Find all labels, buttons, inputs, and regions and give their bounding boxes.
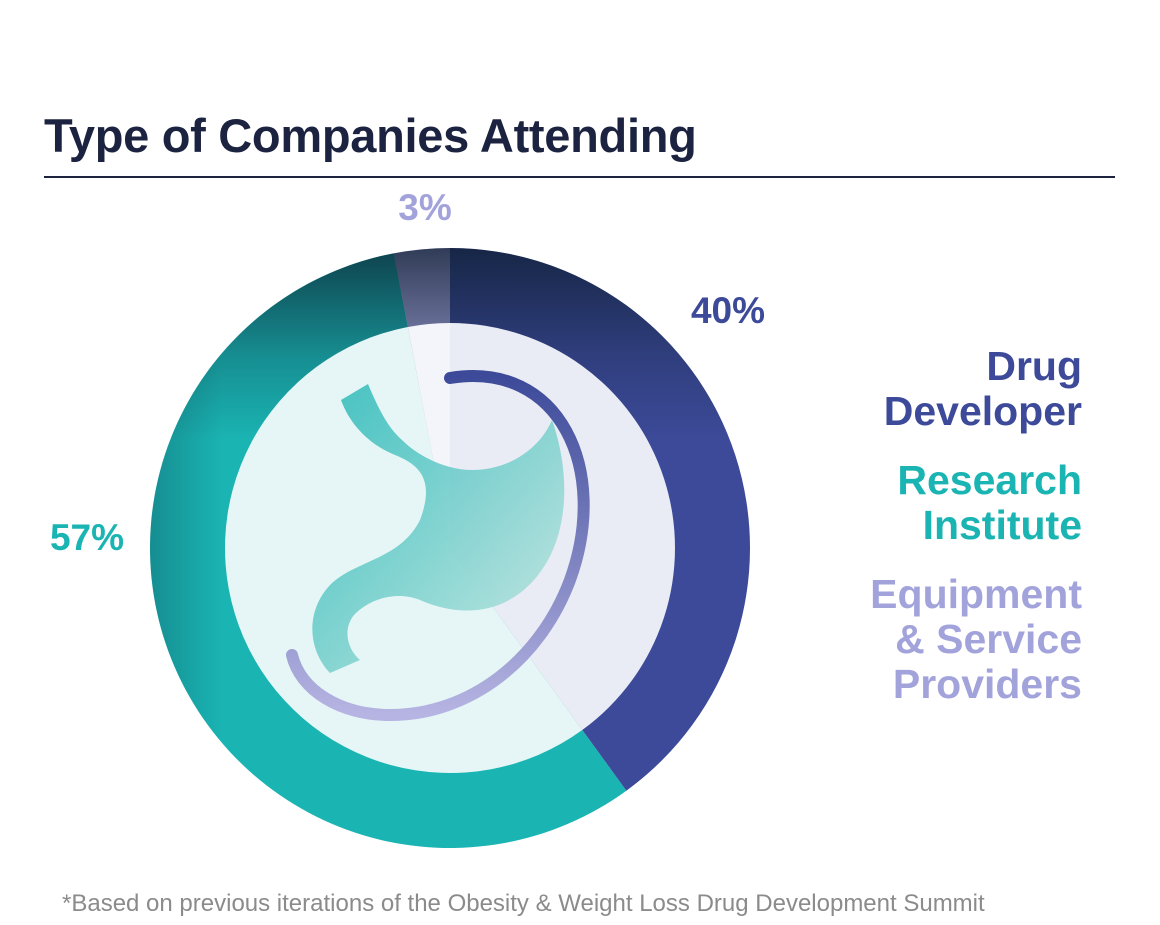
title-divider [44, 176, 1115, 178]
data-label-1: 57% [50, 517, 124, 558]
legend: Drug Developer Research Institute Equipm… [870, 344, 1082, 731]
data-label-0: 40% [691, 290, 765, 331]
pie-slice-inner-0 [450, 323, 676, 731]
data-label-2: 3% [398, 187, 451, 228]
stomach-icon [286, 370, 590, 722]
legend-item-drug-developer: Drug Developer [883, 343, 1082, 434]
footnote: *Based on previous iterations of the Obe… [62, 890, 985, 917]
legend-item-equipment-service-providers: Equipment & Service Providers [870, 571, 1082, 707]
legend-item-research-institute: Research Institute [897, 457, 1082, 548]
chart-title: Type of Companies Attending [44, 109, 697, 162]
